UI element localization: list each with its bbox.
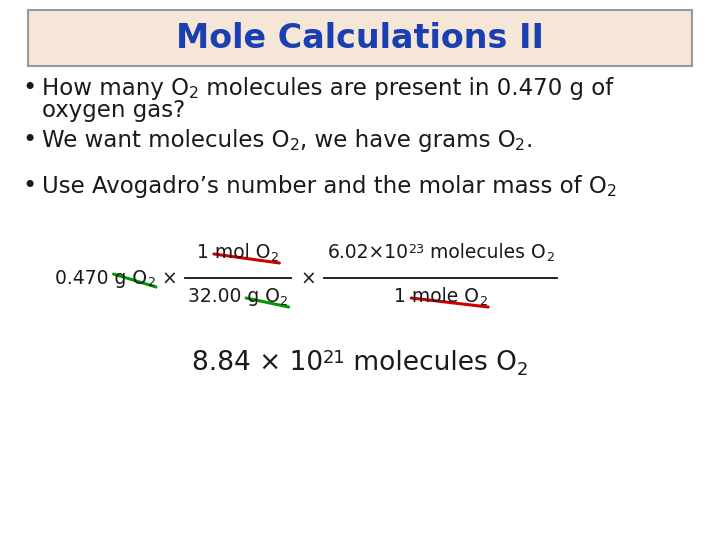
Text: 0.470 g O: 0.470 g O	[55, 268, 147, 287]
Text: How many O: How many O	[42, 77, 189, 100]
Text: •: •	[22, 174, 36, 198]
Text: 2: 2	[607, 185, 617, 199]
Text: ×: ×	[156, 268, 178, 287]
Text: .: .	[525, 129, 533, 152]
Text: 2: 2	[279, 295, 287, 308]
Text: 21: 21	[323, 349, 346, 367]
Text: 2: 2	[147, 275, 155, 288]
Text: 2: 2	[546, 251, 554, 264]
Text: oxygen gas?: oxygen gas?	[42, 99, 185, 122]
Text: 2: 2	[515, 138, 525, 153]
Text: molecules are present in 0.470 g of: molecules are present in 0.470 g of	[199, 77, 613, 100]
Text: 2: 2	[517, 361, 528, 379]
Text: We want molecules O: We want molecules O	[42, 129, 289, 152]
Text: 6.02×10: 6.02×10	[328, 243, 408, 262]
Text: , we have grams O: , we have grams O	[300, 129, 515, 152]
Text: Use Avogadro’s number and the molar mass of O: Use Avogadro’s number and the molar mass…	[42, 175, 607, 198]
Text: •: •	[22, 128, 36, 152]
Text: molecules O: molecules O	[425, 243, 546, 262]
Text: ×: ×	[294, 268, 323, 287]
Text: molecules O: molecules O	[346, 350, 517, 376]
Text: 2: 2	[189, 86, 199, 102]
Text: 1 mol O: 1 mol O	[197, 243, 271, 262]
Text: 2: 2	[271, 251, 279, 264]
Text: Mole Calculations II: Mole Calculations II	[176, 22, 544, 55]
Text: 32.00 g O: 32.00 g O	[188, 287, 279, 306]
FancyBboxPatch shape	[28, 10, 692, 66]
Text: 2: 2	[289, 138, 300, 153]
Text: 1 mole O: 1 mole O	[395, 287, 480, 306]
Text: 23: 23	[408, 243, 425, 256]
Text: 8.84 × 10: 8.84 × 10	[192, 350, 323, 376]
Text: 2: 2	[480, 295, 487, 308]
Text: •: •	[22, 76, 36, 100]
